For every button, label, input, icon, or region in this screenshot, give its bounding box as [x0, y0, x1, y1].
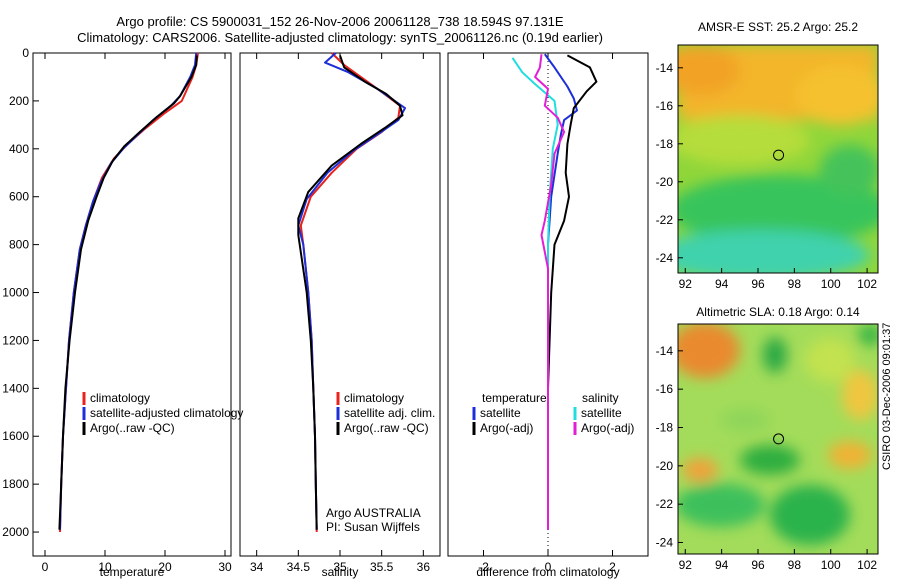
series-line-salinity-argo-adj- [534, 54, 566, 530]
map-x-tick-label: 100 [821, 277, 841, 291]
plot-frame [239, 52, 441, 557]
map-x-tick-label: 94 [715, 277, 729, 291]
csiro-timestamp: CSIRO 03-Dec-2006 09:01:37 [881, 322, 893, 470]
figure-title-line1: Argo profile: CS 5900031_152 26-Nov-2006… [116, 14, 563, 29]
y-tick-label: 2000 [2, 525, 29, 539]
y-tick-label: 0 [22, 46, 29, 60]
legend-label-temp-argo: Argo(-adj) [480, 421, 533, 435]
temperature-legend: climatology satellite-adjusted climatolo… [82, 391, 243, 435]
sla-heatmap [678, 324, 878, 554]
map-y-tick-label: -22 [656, 497, 674, 511]
y-tick-label: 1600 [2, 429, 29, 443]
x-tick-label: 36 [417, 560, 431, 574]
x-tick-label: 10 [98, 560, 112, 574]
map-x-tick-label: 92 [679, 558, 693, 572]
legend-label-climatology: climatology [90, 391, 150, 405]
series-line-temperature-argo-adj- [547, 54, 598, 530]
legend-label-sal-satellite: satellite [581, 406, 622, 420]
x-tick-label: 30 [218, 560, 232, 574]
altimetric-sla-map-axes: 92 94 96 98 100 102 -14 -16 -18 -20 -22 -24 [656, 344, 878, 572]
y-tick-label: 1800 [2, 477, 29, 491]
y-tick-label: 200 [9, 94, 29, 108]
legend-heading-temperature: temperature [482, 391, 547, 405]
plot-frame [32, 52, 232, 557]
map-y-tick-label: -18 [656, 421, 674, 435]
map-y-tick-label: -14 [656, 61, 674, 75]
x-tick-label: 0 [545, 560, 552, 574]
salinity-annotation-line2: PI: Susan Wijffels [326, 520, 420, 534]
legend-label-argo: Argo(..raw -QC) [344, 421, 429, 435]
legend-label-satellite: satellite adj. clim. [344, 406, 435, 420]
map-y-tick-label: -24 [656, 251, 674, 265]
map-x-tick-label: 96 [751, 277, 765, 291]
map-y-tick-label: -22 [656, 213, 674, 227]
map-y-tick-label: -24 [656, 536, 674, 550]
map-x-tick-label: 92 [679, 277, 693, 291]
sst-map-frame [677, 44, 879, 274]
figure-title-line2: Climatology: CARS2006. Satellite-adjuste… [77, 30, 603, 45]
series-line-argo [58, 55, 198, 530]
salinity-annotation-line1: Argo AUSTRALIA [326, 506, 421, 520]
series-line-argo [297, 55, 404, 530]
map-x-tick-label: 102 [857, 277, 877, 291]
map-x-tick-label: 102 [857, 558, 877, 572]
map-y-tick-label: -16 [656, 382, 674, 396]
salinity-legend: climatology satellite adj. clim. Argo(..… [326, 391, 435, 534]
legend-label-sal-argo: Argo(-adj) [581, 421, 634, 435]
y-tick-label: 800 [9, 238, 29, 252]
difference-legend: temperature satellite Argo(-adj) salinit… [472, 391, 634, 435]
x-axis-label: temperature [100, 565, 165, 579]
x-tick-label: 35.5 [370, 560, 394, 574]
legend-label-climatology: climatology [344, 391, 404, 405]
sst-heatmap [678, 45, 878, 273]
legend-label-temp-satellite: satellite [480, 406, 521, 420]
temperature-profile: 0 10 20 30 temperature 0 200 400 600 800 1000 1200 1… [2, 46, 232, 579]
map-x-tick-label: 96 [751, 558, 765, 572]
x-tick-label: 20 [158, 560, 172, 574]
map-y-tick-label: -18 [656, 137, 674, 151]
x-tick-label: 35 [333, 560, 347, 574]
y-tick-label: 1200 [2, 333, 29, 347]
map-x-tick-label: 98 [788, 277, 802, 291]
map-x-tick-label: 100 [821, 558, 841, 572]
x-tick-label: 0 [42, 560, 49, 574]
x-tick-label: 34 [250, 560, 264, 574]
y-tick-label: 400 [9, 142, 29, 156]
sla-map-title: Altimetric SLA: 0.18 Argo: 0.14 [696, 305, 860, 319]
x-tick-label: -2 [478, 560, 489, 574]
map-y-tick-label: -16 [656, 99, 674, 113]
salinity-profile: 34 34.5 35 35.5 36 salinity [239, 52, 441, 579]
argo-location-marker [773, 433, 785, 445]
x-tick-label: 2 [609, 560, 616, 574]
y-tick-label: 1000 [2, 286, 29, 300]
legend-heading-salinity: salinity [582, 391, 619, 405]
argo-location-marker [773, 149, 785, 161]
map-y-tick-label: -14 [656, 344, 674, 358]
legend-label-argo: Argo(..raw -QC) [90, 421, 175, 435]
x-tick-label: 34.5 [287, 560, 311, 574]
map-y-tick-label: -20 [656, 459, 674, 473]
map-x-tick-label: 98 [788, 558, 802, 572]
legend-label-satellite: satellite-adjusted climatology [90, 406, 243, 420]
map-x-tick-label: 94 [715, 558, 729, 572]
x-axis-label: difference from climatology [476, 565, 619, 579]
sst-map-title: AMSR-E SST: 25.2 Argo: 25.2 [698, 20, 858, 34]
amsre-sst-map-axes: 92 94 96 98 100 102 -14 -16 -18 -20 -22 -24 [656, 61, 878, 291]
sla-map-frame [677, 323, 879, 555]
x-axis-label: salinity [322, 565, 359, 579]
y-tick-label: 600 [9, 190, 29, 204]
map-y-tick-label: -20 [656, 175, 674, 189]
y-tick-label: 1400 [2, 381, 29, 395]
